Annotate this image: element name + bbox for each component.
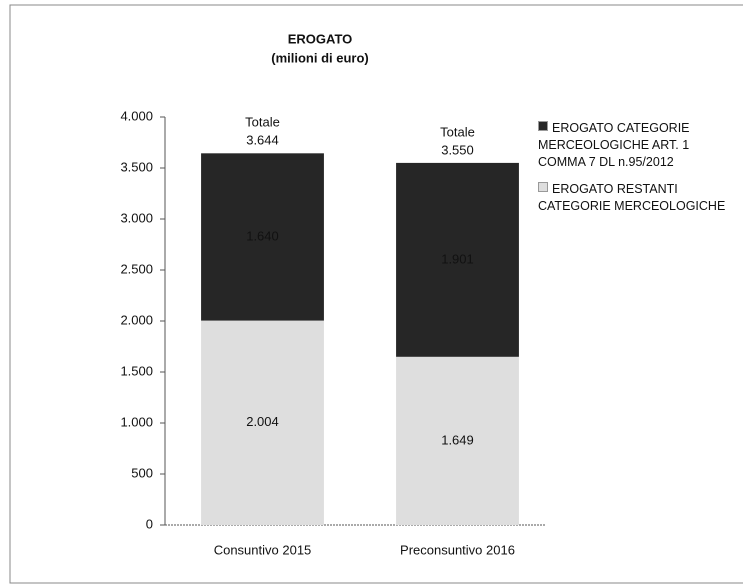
bar-segment [396, 356, 519, 525]
legend-label: EROGATO CATEGORIE MERCEOLOGICHE ART. 1 C… [538, 121, 690, 169]
x-tick-label: Consuntivo 2015 [214, 542, 312, 557]
y-tick-label: 0 [146, 516, 153, 531]
y-tick-label: 3.500 [120, 159, 153, 174]
x-tick-label: Preconsuntivo 2016 [400, 542, 515, 557]
data-label: 1.649 [441, 432, 474, 447]
y-tick-label: 500 [131, 465, 153, 480]
data-label: 1.640 [246, 228, 279, 243]
y-tick-label: 2.500 [120, 261, 153, 276]
chart-subtitle: (milioni di euro) [271, 50, 369, 65]
total-title: Totale [440, 124, 475, 139]
y-tick-label: 1.500 [120, 363, 153, 378]
legend-item: EROGATO RESTANTI CATEGORIE MERCEOLOGICHE [538, 181, 738, 215]
legend-item: EROGATO CATEGORIE MERCEOLOGICHE ART. 1 C… [538, 120, 738, 171]
data-label: 1.901 [441, 251, 474, 266]
chart-border [9, 4, 743, 584]
total-title: Totale [245, 115, 280, 130]
legend-label: EROGATO RESTANTI CATEGORIE MERCEOLOGICHE [538, 182, 726, 213]
y-tick-label: 4.000 [120, 108, 153, 123]
y-tick-label: 1.000 [120, 414, 153, 429]
legend-swatch [538, 121, 548, 131]
chart-title: EROGATO [288, 31, 353, 46]
legend-swatch [538, 182, 548, 192]
data-label: 2.004 [246, 414, 279, 429]
bar-segment [396, 162, 519, 357]
y-tick-label: 3.000 [120, 210, 153, 225]
y-tick-label: 2.000 [120, 312, 153, 327]
bar-segment [201, 153, 324, 321]
total-label: 3.644 [246, 133, 279, 148]
total-label: 3.550 [441, 142, 474, 157]
bar-segment [201, 320, 324, 525]
